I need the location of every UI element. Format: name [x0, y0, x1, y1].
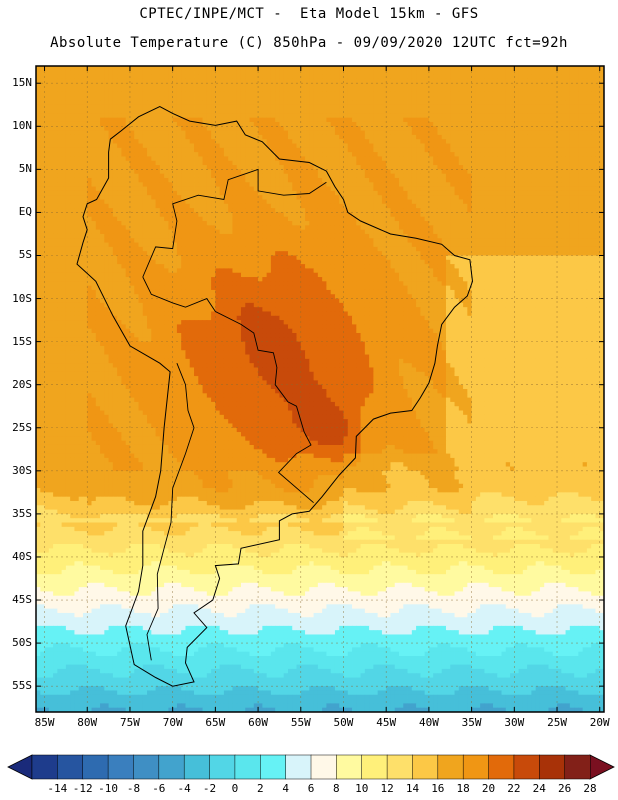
colorbar-swatch	[386, 754, 413, 780]
colorbar-swatch	[260, 754, 287, 780]
colorbar-label: 22	[499, 782, 529, 795]
border-argentina-chile	[146, 363, 195, 661]
lon-label: 40W	[414, 716, 444, 729]
colorbar-label: -2	[195, 782, 225, 795]
lat-label: 30S	[0, 464, 32, 477]
colorbar-swatch	[539, 754, 566, 780]
lat-label: EQ	[0, 205, 32, 218]
lat-label: 15N	[0, 76, 32, 89]
temperature-field	[36, 66, 605, 713]
lon-label: 30W	[499, 716, 529, 729]
colorbar-swatch	[564, 754, 591, 780]
colorbar-swatch	[234, 754, 261, 780]
colorbar-label: 14	[397, 782, 427, 795]
lon-label: 20W	[585, 716, 615, 729]
lat-label: 20S	[0, 378, 32, 391]
map-frame	[35, 65, 605, 713]
lon-label: 25W	[542, 716, 572, 729]
colorbar-swatch	[361, 754, 388, 780]
colorbar-label: 28	[575, 782, 605, 795]
colorbar-label: 26	[550, 782, 580, 795]
colorbar-swatch	[107, 754, 134, 780]
lon-label: 70W	[158, 716, 188, 729]
lon-label: 75W	[115, 716, 145, 729]
colorbar-high-arrow	[589, 754, 615, 780]
colorbar-label: 0	[220, 782, 250, 795]
lat-label: 15S	[0, 335, 32, 348]
colorbar-label: 20	[474, 782, 504, 795]
lat-label: 10N	[0, 119, 32, 132]
colorbar-label: 18	[448, 782, 478, 795]
colorbar-label: 10	[347, 782, 377, 795]
colorbar-swatch	[412, 754, 439, 780]
lat-label: 5S	[0, 248, 32, 261]
coastline	[76, 105, 474, 687]
colorbar-low-arrow	[7, 754, 33, 780]
colorbar-swatch	[310, 754, 337, 780]
lat-label: 55S	[0, 679, 32, 692]
colorbar-label: -6	[144, 782, 174, 795]
colorbar-label: 4	[271, 782, 301, 795]
colorbar-swatch	[513, 754, 540, 780]
colorbar-label: 6	[296, 782, 326, 795]
colorbar-swatch	[462, 754, 490, 780]
lon-label: 35W	[457, 716, 487, 729]
colorbar-label: 24	[524, 782, 554, 795]
lon-label: 50W	[328, 716, 358, 729]
lat-label: 35S	[0, 507, 32, 520]
lat-label: 10S	[0, 292, 32, 305]
lon-label: 55W	[286, 716, 316, 729]
border-brazil-north	[142, 168, 327, 278]
border-brazil-south	[142, 276, 314, 504]
lat-label: 45S	[0, 593, 32, 606]
colorbar-label: -8	[118, 782, 148, 795]
colorbar-label: -4	[169, 782, 199, 795]
colorbar-label: -12	[68, 782, 98, 795]
colorbar-label: 16	[423, 782, 453, 795]
colorbar-swatch	[133, 754, 160, 780]
lat-label: 50S	[0, 636, 32, 649]
colorbar-label: 8	[321, 782, 351, 795]
colorbar-label: -14	[42, 782, 72, 795]
colorbar-swatch	[158, 754, 185, 780]
chart-title-line1: CPTEC/INPE/MCT - Eta Model 15km - GFS	[0, 6, 618, 22]
colorbar-swatch	[82, 754, 109, 780]
lat-label: 40S	[0, 550, 32, 563]
colorbar-swatch	[31, 754, 58, 780]
chart-title-line2: Absolute Temperature (C) 850hPa - 09/09/…	[0, 35, 618, 51]
colorbar-swatch	[488, 754, 515, 780]
colorbar-swatch	[437, 754, 464, 780]
lon-label: 60W	[243, 716, 273, 729]
colorbar-label: 12	[372, 782, 402, 795]
colorbar-swatch	[285, 754, 312, 780]
lat-label: 25S	[0, 421, 32, 434]
colorbar-label: 2	[245, 782, 275, 795]
axis-ticks	[36, 66, 604, 712]
colorbar-label: -10	[93, 782, 123, 795]
lon-label: 80W	[72, 716, 102, 729]
lon-label: 85W	[30, 716, 60, 729]
lon-label: 65W	[200, 716, 230, 729]
colorbar-swatch	[57, 754, 84, 780]
lon-label: 45W	[371, 716, 401, 729]
colorbar-swatch	[209, 754, 236, 780]
colorbar-swatch	[336, 754, 363, 780]
lat-label: 5N	[0, 162, 32, 175]
colorbar-swatch	[183, 754, 211, 780]
